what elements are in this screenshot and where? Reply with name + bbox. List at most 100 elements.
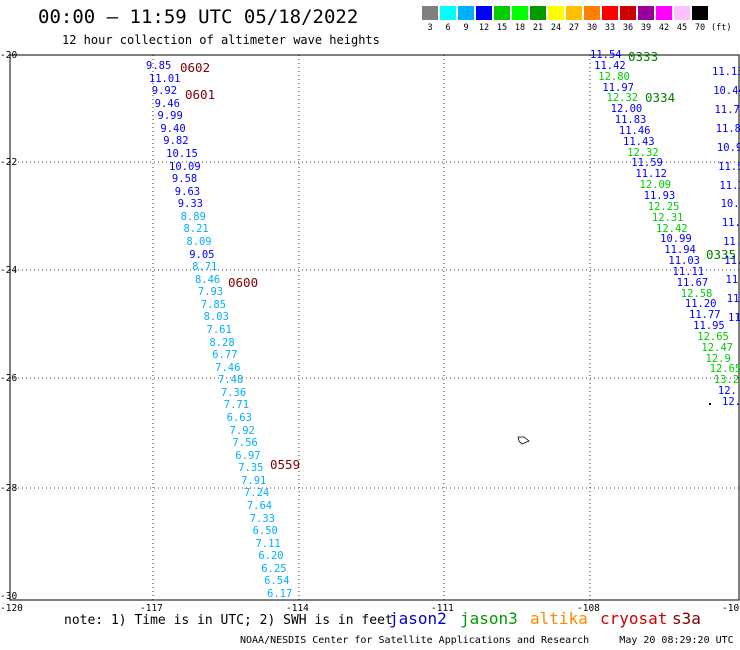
swh-reading: 9.85 — [146, 60, 172, 72]
colorbar-label: 36 — [622, 23, 634, 33]
swh-reading: 12.00 — [610, 103, 643, 116]
swh-reading: 11.54 — [590, 49, 622, 61]
map-border — [9, 54, 740, 601]
colorbar-label: 18 — [514, 23, 526, 33]
colorbar-label: 30 — [586, 23, 598, 33]
swh-reading: 11.03 — [668, 255, 700, 268]
colorbar-swatch-13 — [656, 6, 672, 20]
swh-reading: 11. — [725, 274, 740, 287]
swh-reading: 11.89 — [715, 122, 740, 135]
colorbar-swatch-8 — [566, 6, 582, 20]
colorbar-swatch-15 — [692, 6, 708, 20]
swh-reading: 12.42 — [656, 222, 688, 235]
colorbar-label: 12 — [478, 23, 490, 33]
island-dot — [709, 403, 711, 405]
lon-label: -111 — [431, 603, 454, 614]
credit-line: NOAA/NESDIS Center for Satellite Applica… — [240, 635, 740, 646]
swh-reading: 8.03 — [203, 311, 229, 324]
swh-reading: 10.09 — [169, 160, 201, 173]
colorbar-label: 6 — [445, 23, 451, 33]
swh-reading: 12.58 — [680, 287, 713, 300]
map-subtitle: 12 hour collection of altimeter wave hei… — [62, 33, 380, 47]
swh-reading: 11.11 — [672, 265, 705, 278]
swh-reading: 11.12 — [635, 168, 667, 181]
swh-reading: 12.47 — [701, 341, 733, 354]
swh-reading: 10.15 — [166, 148, 198, 160]
swh-reading: 11.43 — [623, 135, 655, 148]
mission-jason2: jason2 — [389, 609, 447, 628]
colorbar-swatch-0 — [422, 6, 438, 20]
colorbar-label: 70 — [694, 23, 706, 33]
mission-altika: altika — [530, 609, 588, 628]
pass-label: 0601 — [185, 87, 216, 102]
lat-label: -26 — [0, 373, 18, 384]
swh-reading: 11.93 — [643, 189, 676, 202]
swh-reading: 12.80 — [598, 70, 630, 83]
swh-reading: 12.65 — [697, 330, 729, 343]
swh-reading: 6.25 — [261, 562, 287, 575]
swh-reading: 9.58 — [171, 173, 198, 186]
swh-reading: 12. — [722, 396, 740, 408]
swh-reading: 8.71 — [192, 261, 218, 274]
swh-reading: 12.09 — [639, 179, 672, 192]
colorbar-swatch-12 — [638, 6, 654, 20]
swh-reading: 8.09 — [186, 236, 212, 248]
swh-reading: 11.83 — [614, 114, 647, 127]
colorbar-swatch-3 — [476, 6, 492, 20]
colorbar-label: 42 — [658, 23, 670, 33]
swh-reading: 11.95 — [693, 320, 725, 333]
colorbar-label: 39 — [640, 23, 652, 33]
swh-reading: 9.33 — [177, 198, 203, 211]
swh-reading: 11. — [728, 312, 740, 324]
island-outline — [517, 436, 530, 445]
swh-reading: 9.63 — [174, 185, 201, 198]
colorbar-label: 21 — [532, 23, 544, 33]
colorbar-swatch-5 — [512, 6, 528, 20]
swh-reading: 9.92 — [151, 85, 178, 98]
colorbar-swatch-6 — [530, 6, 546, 20]
swh-reading: 9.46 — [154, 97, 180, 110]
colorbar-label: 3 — [427, 23, 433, 33]
swh-reading: 11.5 — [721, 217, 740, 230]
colorbar-label: 15 — [496, 23, 508, 33]
swh-reading: 6.63 — [226, 412, 252, 424]
swh-reading: 7.33 — [249, 512, 275, 525]
swh-reading: 6.77 — [212, 349, 238, 362]
swh-reading: 11.67 — [676, 276, 709, 289]
mission-jason3: jason3 — [460, 609, 518, 628]
swh-reading: 12. — [717, 385, 737, 398]
swh-reading: 10.99 — [660, 233, 692, 246]
swh-reading: 7.93 — [197, 286, 224, 299]
pass-label: 0335 — [706, 247, 737, 262]
swh-reading: 12.65 — [709, 363, 740, 376]
swh-reading: 10.9 — [716, 141, 740, 154]
swh-reading: 12.32 — [606, 92, 639, 105]
colorbar-label: 45 — [676, 23, 688, 33]
lon-label: -120 — [0, 603, 23, 614]
swh-reading: 10.44 — [713, 84, 740, 97]
lon-label: -114 — [286, 603, 309, 614]
swh-reading: 6.54 — [264, 575, 290, 588]
pass-label: 0559 — [270, 457, 301, 472]
swh-reading: 11.5 — [723, 236, 740, 249]
swh-reading: 12.31 — [651, 211, 684, 224]
swh-reading: 11.5 — [718, 160, 740, 173]
map-frame — [9, 54, 740, 601]
swh-reading: 7.48 — [218, 374, 244, 387]
swh-reading: 11.46 — [618, 124, 651, 137]
pass-label: 0334 — [645, 90, 676, 105]
mission-cryosat: cryosat — [600, 609, 668, 628]
swh-reading: 11.59 — [631, 157, 663, 170]
swh-reading: 7.64 — [246, 500, 273, 512]
colorbar-swatch-4 — [494, 6, 510, 20]
colorbar-swatch-2 — [458, 6, 474, 20]
swh-reading: 13.2 — [713, 374, 740, 387]
swh-reading: 6.97 — [235, 449, 261, 462]
swh-reading: 8.89 — [180, 210, 206, 223]
swh-reading: 10.9 — [720, 198, 740, 211]
swh-reading: 8.46 — [194, 273, 221, 286]
lon-label: -108 — [577, 603, 600, 614]
colorbar-swatch-7 — [548, 6, 564, 20]
swh-reading: 11.70 — [714, 103, 740, 116]
swh-reading: 9.05 — [189, 248, 215, 261]
